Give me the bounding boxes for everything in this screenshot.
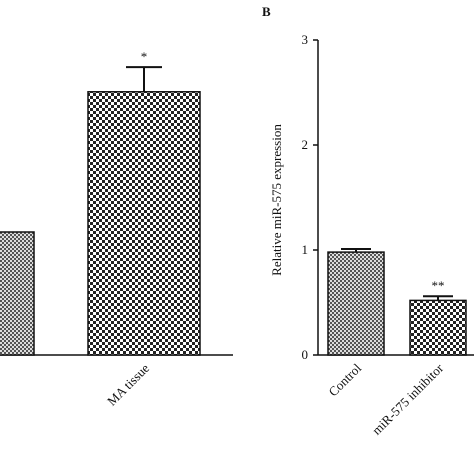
y-axis-title: Relative miR-575 expression [269,124,284,276]
y-tick-label: 1 [302,242,309,257]
y-tick-label: 2 [302,137,309,152]
significance-label: ** [432,278,445,293]
bar [87,91,201,356]
y-tick-label: 3 [302,32,309,47]
x-tick-label: MA tissue [104,360,152,408]
x-tick-label: miR-575 inhibitor [369,360,447,438]
bar [327,251,385,356]
x-tick-label: Control [325,360,364,399]
significance-label: * [141,49,148,64]
y-tick-label: 0 [302,347,309,362]
panel-label: B [262,4,271,19]
bar [0,231,35,356]
bar [409,299,467,356]
